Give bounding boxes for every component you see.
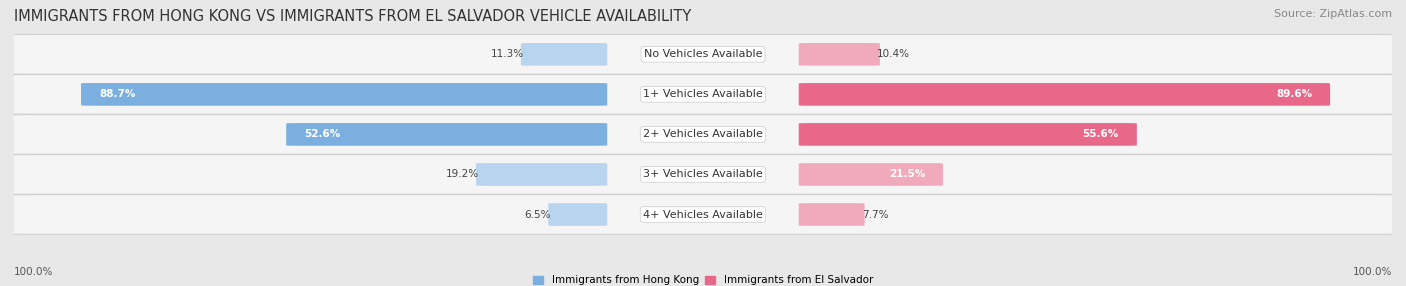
FancyBboxPatch shape bbox=[82, 83, 607, 106]
FancyBboxPatch shape bbox=[799, 163, 943, 186]
Text: 100.0%: 100.0% bbox=[14, 267, 53, 277]
Text: 6.5%: 6.5% bbox=[524, 210, 551, 219]
Text: 19.2%: 19.2% bbox=[446, 170, 479, 179]
FancyBboxPatch shape bbox=[799, 83, 1330, 106]
Text: 2+ Vehicles Available: 2+ Vehicles Available bbox=[643, 130, 763, 139]
FancyBboxPatch shape bbox=[799, 123, 1137, 146]
Text: No Vehicles Available: No Vehicles Available bbox=[644, 49, 762, 59]
Text: 7.7%: 7.7% bbox=[862, 210, 889, 219]
Text: 89.6%: 89.6% bbox=[1277, 90, 1312, 99]
FancyBboxPatch shape bbox=[7, 155, 1399, 194]
Text: Source: ZipAtlas.com: Source: ZipAtlas.com bbox=[1274, 9, 1392, 19]
FancyBboxPatch shape bbox=[548, 203, 607, 226]
FancyBboxPatch shape bbox=[7, 35, 1399, 74]
Text: 100.0%: 100.0% bbox=[1353, 267, 1392, 277]
Text: 21.5%: 21.5% bbox=[889, 170, 925, 179]
Text: 1+ Vehicles Available: 1+ Vehicles Available bbox=[643, 90, 763, 99]
FancyBboxPatch shape bbox=[287, 123, 607, 146]
Text: 3+ Vehicles Available: 3+ Vehicles Available bbox=[643, 170, 763, 179]
Text: 55.6%: 55.6% bbox=[1083, 130, 1119, 139]
FancyBboxPatch shape bbox=[799, 43, 880, 66]
Text: 11.3%: 11.3% bbox=[491, 49, 523, 59]
FancyBboxPatch shape bbox=[7, 75, 1399, 114]
FancyBboxPatch shape bbox=[799, 203, 865, 226]
Text: 10.4%: 10.4% bbox=[877, 49, 910, 59]
FancyBboxPatch shape bbox=[477, 163, 607, 186]
Text: 4+ Vehicles Available: 4+ Vehicles Available bbox=[643, 210, 763, 219]
FancyBboxPatch shape bbox=[522, 43, 607, 66]
Legend: Immigrants from Hong Kong, Immigrants from El Salvador: Immigrants from Hong Kong, Immigrants fr… bbox=[533, 275, 873, 285]
FancyBboxPatch shape bbox=[7, 195, 1399, 234]
Text: IMMIGRANTS FROM HONG KONG VS IMMIGRANTS FROM EL SALVADOR VEHICLE AVAILABILITY: IMMIGRANTS FROM HONG KONG VS IMMIGRANTS … bbox=[14, 9, 692, 23]
Text: 52.6%: 52.6% bbox=[304, 130, 340, 139]
FancyBboxPatch shape bbox=[7, 115, 1399, 154]
Text: 88.7%: 88.7% bbox=[98, 90, 135, 99]
